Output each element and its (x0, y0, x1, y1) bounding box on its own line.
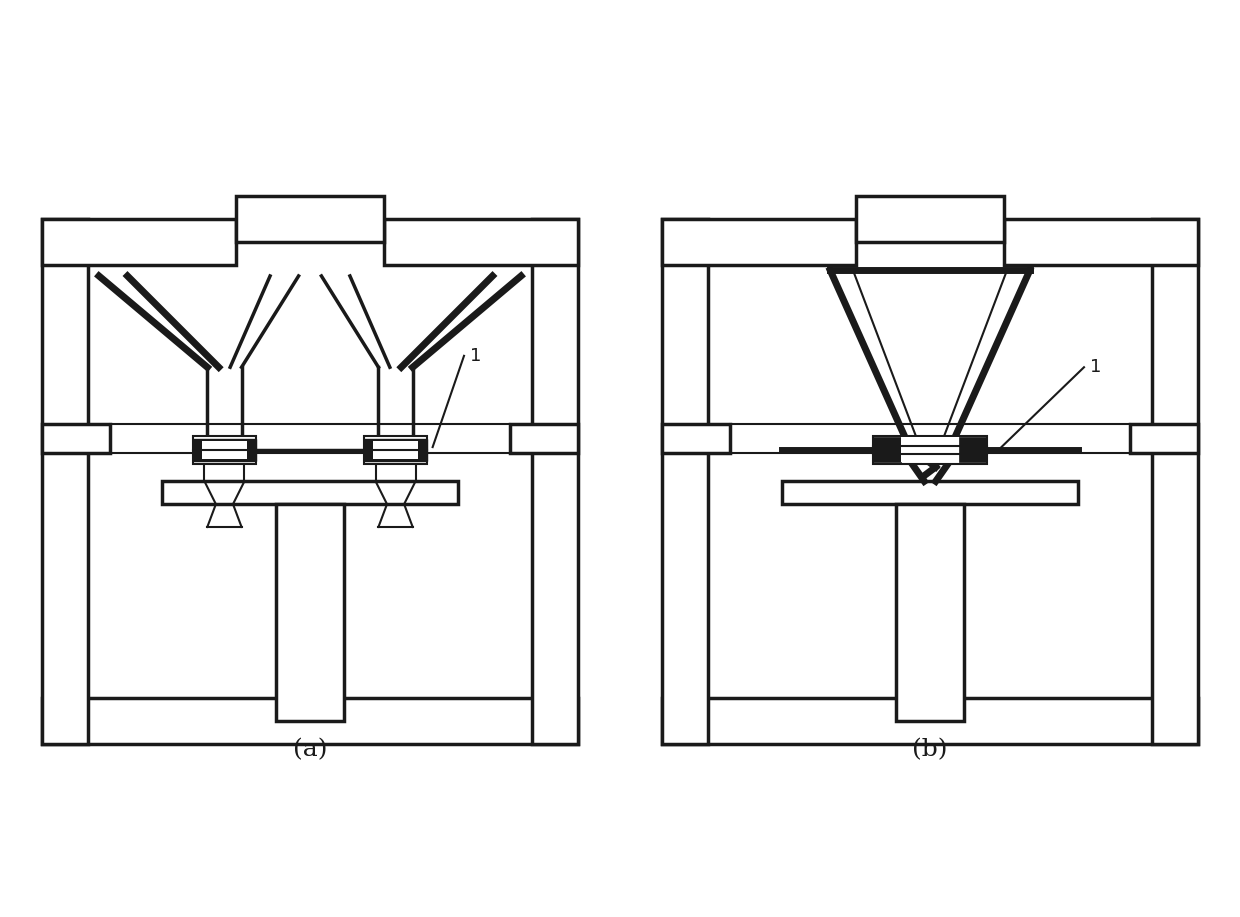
Bar (873, 437, 901, 462)
Bar (662, 219, 856, 265)
Bar (873, 436, 987, 464)
Text: (a): (a) (293, 738, 327, 761)
Bar (510, 425, 578, 453)
Text: (b): (b) (913, 738, 947, 761)
Bar (781, 481, 1079, 504)
Bar (365, 438, 427, 461)
Bar (373, 441, 418, 458)
Bar (275, 504, 345, 721)
Bar (1004, 219, 1198, 265)
Bar (662, 219, 708, 744)
Bar (532, 219, 578, 744)
Bar (42, 425, 110, 453)
Text: 1: 1 (1090, 359, 1101, 376)
Bar (365, 436, 427, 464)
Bar (959, 437, 987, 462)
Text: 1: 1 (470, 347, 481, 365)
Bar (708, 265, 1152, 698)
Bar (42, 219, 236, 265)
Bar (88, 265, 532, 698)
Bar (236, 196, 384, 242)
Bar (384, 219, 578, 265)
Bar (662, 425, 730, 453)
Bar (1152, 219, 1198, 744)
Bar (202, 441, 247, 458)
Bar (193, 438, 255, 461)
Bar (193, 436, 255, 464)
Bar (901, 437, 959, 462)
Bar (42, 219, 88, 744)
Bar (856, 196, 1004, 242)
Bar (895, 504, 965, 721)
Bar (42, 698, 578, 744)
Bar (1130, 425, 1198, 453)
Bar (161, 481, 459, 504)
Bar (662, 698, 1198, 744)
